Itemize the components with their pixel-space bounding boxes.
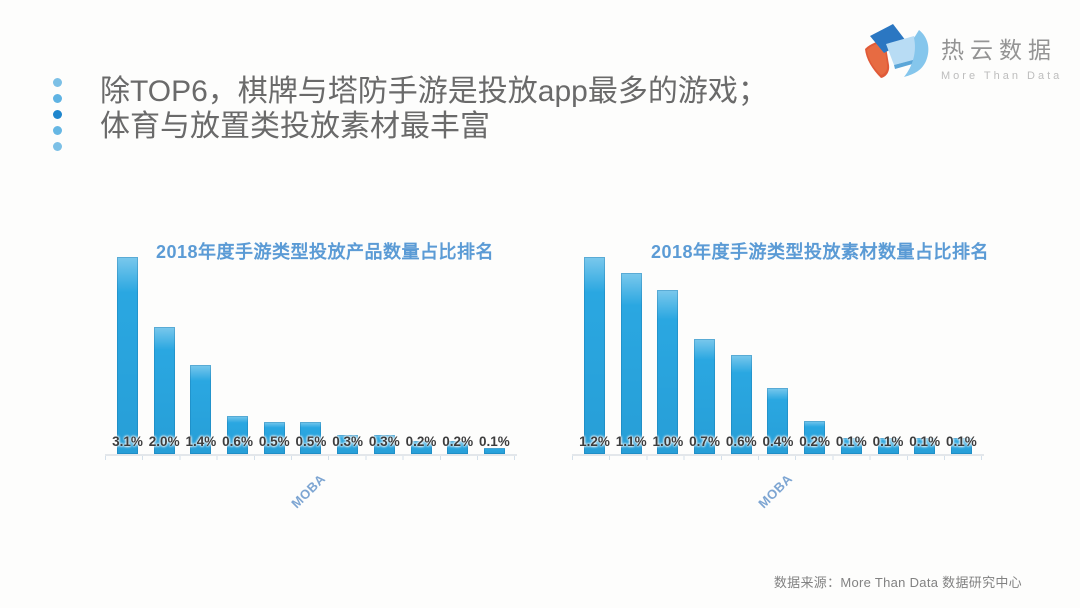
category-label: MOBA — [288, 471, 329, 512]
bar — [410, 441, 432, 454]
bar-column: 0.1% — [909, 256, 940, 454]
bar-value-label: 0.2% — [799, 434, 831, 449]
bar-column: 1.1% — [616, 256, 647, 454]
bar — [190, 365, 212, 454]
bar — [153, 327, 175, 454]
logo-tagline: More Than Data — [941, 70, 1063, 82]
bar — [300, 422, 322, 454]
bar — [730, 355, 752, 454]
bar-column: 0.2% — [406, 256, 436, 454]
axis-ticks — [105, 456, 517, 460]
plot-area-products: 3.1% 2.0% 1.4% 0.6% 0.5% 0.5% MOBA 0.3% 0.3% 0.2%… — [105, 256, 517, 511]
bar-column: 0.5% MOBA — [288, 256, 329, 511]
bar — [804, 421, 826, 454]
bar-column: 0.1% — [836, 256, 867, 454]
bar-column: 0.3% — [332, 256, 363, 454]
bar-column: 3.1% — [112, 256, 143, 454]
headline-line-1: 除TOP6，棋牌与塔防手游是投放app最多的游戏； — [100, 75, 768, 108]
bar — [767, 388, 789, 454]
axis-ticks — [572, 456, 984, 460]
bar-column: 1.4% — [185, 256, 216, 454]
bar-column: 0.3% — [369, 256, 400, 454]
logo-mark-icon — [865, 24, 929, 78]
bar-column: 0.1% — [873, 256, 903, 454]
bar-column: 1.0% — [652, 256, 683, 454]
logo-text: 热云数据 More Than Data — [941, 22, 1062, 82]
logo-brand: 热云数据 — [941, 37, 1057, 63]
accent-dot — [53, 78, 62, 87]
bar — [337, 435, 359, 454]
bar-value-label: 2.0% — [148, 434, 180, 449]
title-accent-dots — [53, 78, 62, 158]
bar-value-label: 0.6% — [725, 434, 757, 449]
logo: 热云数据 More Than Data — [860, 22, 1062, 82]
bar-column: 0.2% — [799, 256, 830, 454]
bar-value-label: 0.2% — [405, 434, 437, 449]
bar — [877, 438, 899, 454]
bar-value-label: 0.1% — [478, 434, 510, 449]
bar-value-label: 1.4% — [185, 434, 217, 449]
bar-value-label: 1.2% — [579, 434, 610, 449]
bar-value-label: 0.7% — [689, 434, 720, 449]
bar — [657, 290, 679, 454]
bar-value-label: 0.1% — [872, 434, 904, 449]
bar-value-label: 1.0% — [652, 434, 684, 449]
bar-value-label: 0.3% — [332, 434, 364, 449]
slide-headline: 除TOP6，棋牌与塔防手游是投放app最多的游戏； 体育与放置类投放素材最丰富 — [100, 74, 860, 144]
bar-column: 0.4% MOBA — [755, 256, 796, 511]
bar — [373, 435, 395, 454]
bar-value-label: 0.1% — [835, 434, 867, 449]
bar — [447, 441, 469, 454]
category-label: MOBA — [755, 471, 796, 512]
chart-product-share: 2018年度手游类型投放产品数量占比排名 3.1% 2.0% 1.4% 0.6% 0.5… — [105, 236, 517, 518]
accent-dot — [53, 94, 62, 103]
bar-column: 0.1% — [946, 256, 977, 454]
bar — [117, 257, 138, 454]
bar-column: 0.6% — [726, 256, 757, 454]
bar-value-label: 0.2% — [442, 434, 474, 449]
bar-value-label: 0.5% — [295, 434, 327, 449]
bar-column: 2.0% — [149, 256, 180, 454]
bar — [950, 438, 972, 454]
bar-column: 0.6% — [222, 256, 253, 454]
bar-value-label: 3.1% — [112, 434, 143, 449]
headline-line-2: 体育与放置类投放素材最丰富 — [100, 110, 490, 143]
chart-title-materials: 2018年度手游类型投放素材数量占比排名 — [650, 242, 990, 262]
bar-value-label: 0.1% — [909, 434, 941, 449]
bar-column: 0.5% — [259, 256, 290, 454]
data-source-note: 数据来源：More Than Data 数据研究中心 — [773, 575, 1022, 590]
bar-value-label: 0.1% — [945, 434, 977, 449]
plot-area-materials: 1.2% 1.1% 1.0% 0.7% 0.6% 0.4% MOBA 0.2% 0.1% 0.1%… — [572, 256, 984, 511]
bar-column: 1.2% — [579, 256, 610, 454]
bar — [584, 257, 605, 454]
accent-dot — [53, 126, 62, 135]
bar — [227, 416, 249, 454]
bar — [483, 448, 505, 454]
bar — [263, 422, 285, 454]
bar-value-label: 0.5% — [258, 434, 290, 449]
bar-column: 0.2% — [442, 256, 473, 454]
bar-value-label: 0.4% — [762, 434, 794, 449]
bar-value-label: 0.6% — [222, 434, 253, 449]
bar — [620, 273, 642, 454]
chart-material-share: 2018年度手游类型投放素材数量占比排名 1.2% 1.1% 1.0% 0.7% 0.6… — [572, 236, 989, 518]
bar-value-label: 1.1% — [615, 434, 647, 449]
accent-dot — [53, 142, 62, 151]
bar — [694, 339, 716, 454]
bar-column: 0.7% — [689, 256, 720, 454]
bar — [914, 438, 936, 454]
bar-value-label: 0.3% — [368, 434, 400, 449]
bar-column: 0.1% — [479, 256, 510, 454]
accent-dot — [53, 110, 62, 119]
chart-title-products: 2018年度手游类型投放产品数量占比排名 — [155, 242, 495, 262]
bar — [840, 438, 862, 454]
